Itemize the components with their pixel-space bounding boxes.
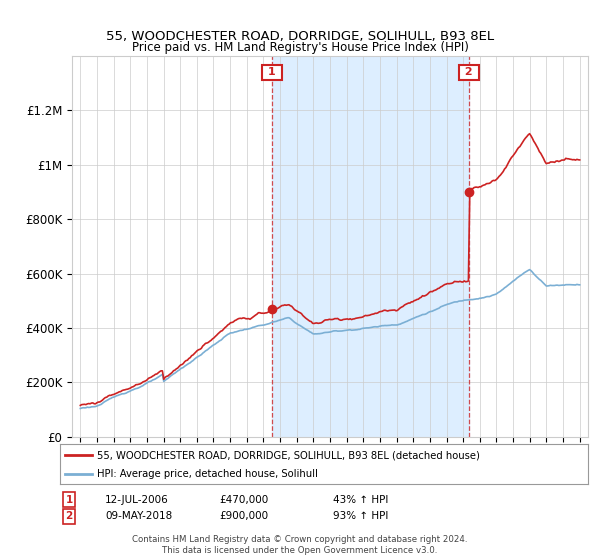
Text: 2: 2 <box>461 67 477 77</box>
Text: 55, WOODCHESTER ROAD, DORRIDGE, SOLIHULL, B93 8EL (detached house): 55, WOODCHESTER ROAD, DORRIDGE, SOLIHULL… <box>97 450 480 460</box>
Text: HPI: Average price, detached house, Solihull: HPI: Average price, detached house, Soli… <box>97 469 318 479</box>
Text: 1: 1 <box>265 67 280 77</box>
Text: This data is licensed under the Open Government Licence v3.0.: This data is licensed under the Open Gov… <box>163 545 437 555</box>
Text: Price paid vs. HM Land Registry's House Price Index (HPI): Price paid vs. HM Land Registry's House … <box>131 41 469 54</box>
Text: 55, WOODCHESTER ROAD, DORRIDGE, SOLIHULL, B93 8EL: 55, WOODCHESTER ROAD, DORRIDGE, SOLIHULL… <box>106 30 494 43</box>
Text: 12-JUL-2006: 12-JUL-2006 <box>105 494 169 505</box>
Text: £470,000: £470,000 <box>219 494 268 505</box>
Text: £900,000: £900,000 <box>219 511 268 521</box>
Text: 93% ↑ HPI: 93% ↑ HPI <box>333 511 388 521</box>
Text: Contains HM Land Registry data © Crown copyright and database right 2024.: Contains HM Land Registry data © Crown c… <box>132 535 468 544</box>
Text: 1: 1 <box>65 494 73 505</box>
Bar <box>272 56 469 437</box>
Text: 43% ↑ HPI: 43% ↑ HPI <box>333 494 388 505</box>
Text: 09-MAY-2018: 09-MAY-2018 <box>105 511 172 521</box>
Text: 2: 2 <box>65 511 73 521</box>
